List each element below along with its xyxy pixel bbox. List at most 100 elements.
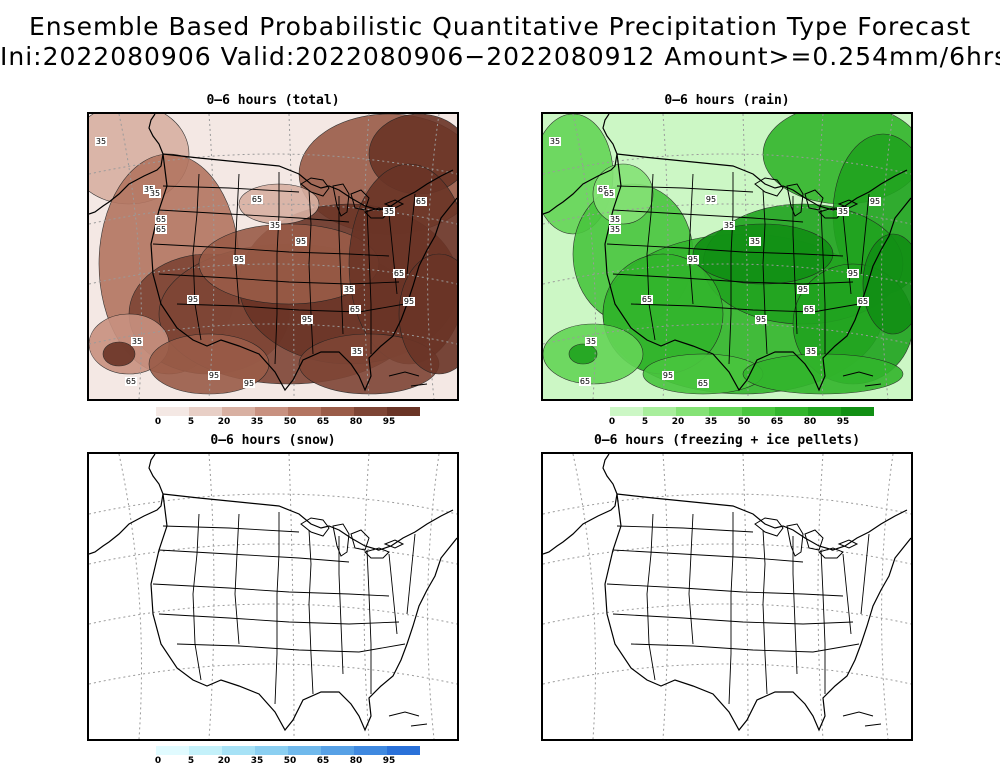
contour-label-bg [351, 347, 363, 356]
colorbar-tick-label: 80 [803, 417, 817, 427]
map-canvas: 3565356535953595359565659535659535659565… [543, 114, 911, 399]
coastline [150, 153, 457, 392]
contour-label-bg [251, 195, 263, 204]
state-border [630, 643, 860, 653]
contour-label-bg [697, 379, 709, 388]
coastline [150, 493, 457, 732]
state-border [192, 173, 202, 341]
colorbar-tick-label: 5 [641, 417, 649, 427]
state-border [338, 196, 344, 335]
state-border [688, 513, 694, 645]
state-border [234, 173, 240, 305]
graticule-line [208, 114, 215, 399]
colorbar-tick-label: 35 [250, 756, 264, 766]
state-border [158, 273, 400, 285]
panel-title-snow: 0–6 hours (snow) [210, 433, 336, 448]
colorbar-tick-label: 65 [316, 417, 330, 427]
graticule-line [89, 263, 457, 285]
colorbar-swatch [808, 407, 841, 416]
state-border [366, 209, 372, 354]
contour-label: 95 [302, 315, 312, 324]
contour-label: 95 [188, 295, 198, 304]
contour-label-bg [857, 297, 869, 306]
contour-label-bg [125, 377, 137, 386]
contour-label: 65 [858, 297, 868, 306]
colorbar-swatch [709, 407, 742, 416]
graticule-line [118, 454, 142, 739]
state-border [158, 209, 350, 223]
colorbar-swatch [156, 407, 189, 416]
contour-label: 65 [350, 305, 360, 314]
graticule-line [662, 454, 669, 739]
state-border [612, 273, 854, 285]
contour-label-bg [609, 225, 621, 234]
contour-label: 65 [156, 215, 166, 224]
contour-label: 35 [352, 347, 362, 356]
contour-label: 35 [384, 207, 394, 216]
graticule-line [817, 114, 824, 399]
contour-label-bg [155, 215, 167, 224]
coastline [162, 493, 454, 551]
great-lakes [300, 517, 405, 559]
graticule-line [543, 493, 911, 515]
state-border [388, 213, 398, 295]
colorbar-tick-label: 95 [836, 417, 850, 427]
state-border [388, 553, 398, 635]
graticule-line [543, 263, 911, 285]
colorbar-swatch [156, 746, 189, 755]
colorbar-tick-label: 0 [608, 417, 616, 427]
state-border [234, 513, 240, 645]
state-border [158, 549, 350, 563]
state-border [630, 303, 860, 313]
great-lakes [754, 177, 859, 219]
colorbar-swatch [321, 746, 354, 755]
contour-label-bg [723, 221, 735, 230]
coastline [543, 114, 618, 215]
contour-label: 35 [610, 225, 620, 234]
contour-label: 35 [610, 215, 620, 224]
state-border [842, 553, 852, 635]
contour-label: 65 [604, 189, 614, 198]
probability-contour [568, 343, 598, 365]
graticule-line [881, 454, 894, 739]
contour-label-bg [662, 371, 674, 380]
map-panel-rain: 3565356535953595359565659535659535659565… [541, 112, 913, 401]
graticule-line [208, 454, 215, 739]
state-border [308, 189, 314, 355]
graticule-line [89, 323, 457, 345]
colorbar-total-labels: 0 5 20 35 50 65 80 95 [155, 417, 420, 429]
contour-label-bg [343, 285, 355, 294]
colorbar-snow [156, 746, 420, 755]
caribbean-islands [842, 371, 882, 387]
contour-label: 35 [96, 137, 106, 146]
graticule-line [363, 114, 370, 399]
graticule-line [817, 454, 824, 739]
colorbar-tick-label: 20 [671, 417, 685, 427]
contour-label: 95 [209, 371, 219, 380]
contour-label: 65 [156, 225, 166, 234]
contour-label: 65 [394, 269, 404, 278]
contour-label: 95 [706, 195, 716, 204]
state-border [274, 172, 280, 365]
colorbar-rain [610, 407, 874, 416]
contour-label-bg [755, 315, 767, 324]
contour-label: 95 [244, 379, 254, 388]
state-border [158, 613, 400, 625]
contour-label: 95 [688, 255, 698, 264]
colorbar-total [156, 407, 420, 416]
colorbar-swatch [288, 746, 321, 755]
map-panel-freezing [541, 452, 913, 741]
colorbar-swatch [841, 407, 874, 416]
coastline [543, 454, 618, 555]
caribbean-islands [388, 371, 428, 387]
contour-label-bg [383, 207, 395, 216]
graticule-line [543, 603, 911, 625]
contour-label-bg [705, 195, 717, 204]
contour-label-bg [549, 137, 561, 146]
coastline [604, 153, 911, 392]
colorbar-swatch [775, 407, 808, 416]
colorbar-tick-label: 65 [770, 417, 784, 427]
caribbean-islands [842, 711, 882, 727]
graticule-line [427, 114, 440, 399]
contour-label: 65 [416, 197, 426, 206]
